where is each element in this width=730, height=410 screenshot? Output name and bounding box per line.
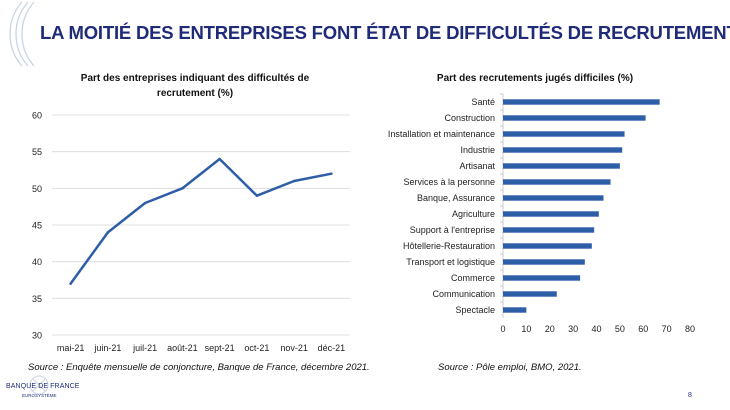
y-tick-label: 35: [32, 294, 42, 304]
data-point: [330, 172, 333, 175]
x-tick-label: 10: [521, 324, 531, 334]
decorative-arcs: [9, 1, 35, 67]
bar: [503, 163, 620, 169]
y-tick-label: 60: [32, 111, 42, 121]
y-tick-label: 40: [32, 257, 42, 267]
data-point: [218, 157, 221, 161]
y-tick-label: 30: [32, 331, 42, 341]
category-label: Santé: [471, 97, 495, 107]
category-label: Commerce: [451, 273, 495, 283]
category-label: Agriculture: [452, 209, 495, 219]
bar: [503, 227, 595, 233]
bar: [503, 259, 585, 265]
bar-chart-title: Part des recrutements jugés difficiles (…: [436, 73, 634, 84]
logo-subtext: EUROSYSTÈME: [22, 393, 57, 398]
bar: [503, 243, 592, 249]
bar: [503, 307, 527, 313]
category-label: Spectacle: [455, 305, 495, 315]
data-point: [106, 231, 110, 234]
y-tick-label: 45: [32, 221, 42, 231]
page-number: 8: [688, 392, 692, 399]
x-tick-label: 80: [685, 324, 695, 334]
line-chart-title-line1: Part des entreprises indiquant des diffi…: [80, 73, 310, 84]
x-tick-label: 30: [568, 324, 578, 334]
category-label: Installation et maintenance: [388, 129, 495, 139]
x-tick-label: 20: [545, 324, 555, 334]
x-tick-label: déc-21: [318, 343, 346, 353]
y-tick-label: 50: [32, 184, 42, 194]
x-tick-label: 40: [591, 324, 601, 334]
category-label: Hôtellerie-Restauration: [403, 241, 495, 251]
x-tick-label: 0: [500, 324, 505, 334]
x-tick-label: nov-21: [280, 343, 308, 353]
x-tick-label: 70: [662, 324, 672, 334]
bar: [503, 275, 581, 281]
line-chart: 30 35 40 45 50 55 60 mai-21 juin-21 juil-21 août-2…: [32, 111, 350, 353]
logo-text: BANQUE DE FRANCE: [6, 383, 80, 390]
category-label: Industrie: [460, 145, 495, 155]
category-label: Artisanat: [459, 161, 495, 171]
bar-chart: Santé Construction Installation et mainten…: [388, 93, 695, 334]
x-tick-label: juil-21: [132, 343, 157, 353]
x-tick-label: sept-21: [205, 343, 235, 353]
slide-title: LA MOITIÉ DES ENTREPRISES FONT ÉTAT DE D…: [40, 22, 730, 43]
series-line: [69, 157, 332, 285]
data-point: [69, 282, 72, 285]
x-tick-label: juin-21: [93, 343, 121, 353]
banque-de-france-logo-icon: [29, 375, 49, 395]
x-tick-label: mai-21: [57, 343, 85, 353]
data-point: [181, 187, 184, 190]
bar: [503, 179, 611, 185]
bar: [503, 147, 623, 153]
category-label: Communication: [432, 289, 495, 299]
category-label: Support à l'entreprise: [410, 225, 495, 235]
data-point: [143, 201, 147, 205]
bar: [503, 131, 625, 137]
bar: [503, 115, 646, 121]
bar: [503, 211, 599, 217]
category-label: Banque, Assurance: [417, 193, 495, 203]
category-label: Services à la personne: [403, 177, 495, 187]
bar: [503, 99, 660, 105]
bar-chart-source: Source : Pôle emploi, BMO, 2021.: [438, 362, 582, 373]
line-chart-title: Part des entreprises indiquant des diffi…: [40, 71, 350, 101]
category-label: Construction: [444, 113, 495, 123]
y-tick-label: 55: [32, 147, 42, 157]
bar: [503, 291, 557, 297]
bar: [503, 195, 604, 201]
category-label: Transport et logistique: [406, 257, 495, 267]
data-point: [255, 194, 259, 197]
x-tick-label: oct-21: [244, 343, 269, 353]
x-tick-label: 60: [638, 324, 648, 334]
line-chart-title-line2: recrutement (%): [156, 88, 234, 99]
data-point: [292, 179, 296, 183]
x-tick-label: août-21: [167, 343, 198, 353]
line-chart-source: Source : Enquête mensuelle de conjonctur…: [28, 362, 370, 373]
x-tick-label: 50: [615, 324, 625, 334]
